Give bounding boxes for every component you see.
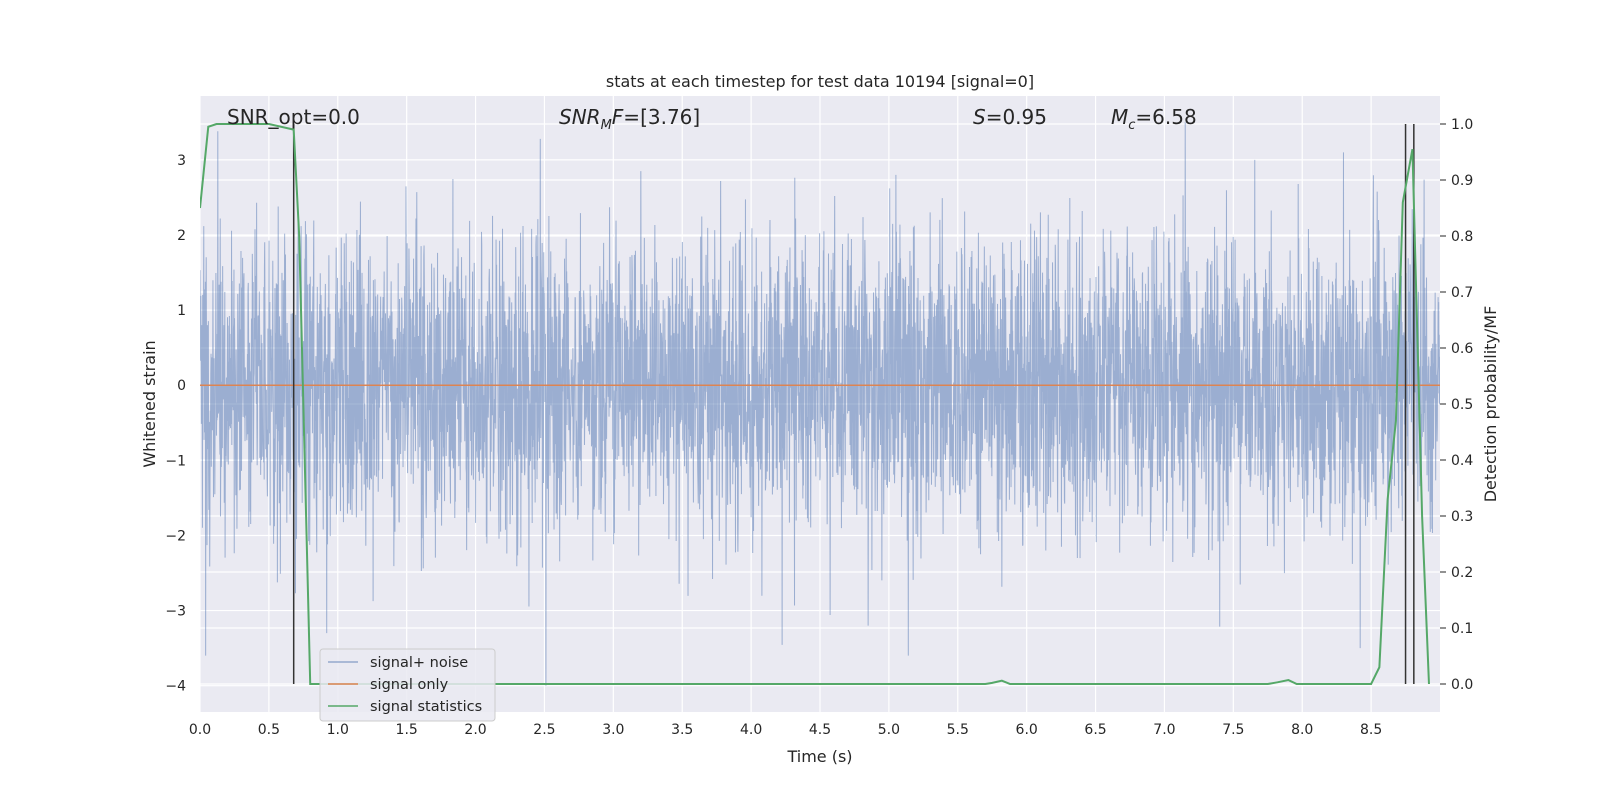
x-tick-label: 0.5 <box>258 722 280 738</box>
y-tick-label: 3 <box>177 153 186 169</box>
annotation-snr-opt: SNR_opt=0.0 <box>227 105 360 129</box>
x-tick-label: 8.0 <box>1291 722 1313 738</box>
y2-tick-label: 1.0 <box>1451 117 1473 133</box>
x-tick-label: 0.0 <box>189 722 211 738</box>
y2-tick-label: 0.7 <box>1451 285 1473 301</box>
annotation-snr-mf-value: [3.76] <box>640 105 700 129</box>
y2-tick-label: 0.3 <box>1451 509 1473 525</box>
y2-tick-label: 0.0 <box>1451 677 1473 693</box>
x-tick-label: 6.0 <box>1016 722 1038 738</box>
y2-axis-label: Detection probability/MF <box>1481 306 1500 503</box>
x-tick-label: 7.5 <box>1222 722 1244 738</box>
x-tick-label: 4.0 <box>740 722 762 738</box>
legend-label-signal-statistics: signal statistics <box>370 699 482 715</box>
annotation-s-value: =0.95 <box>986 105 1047 129</box>
y2-tick-label: 0.9 <box>1451 173 1473 189</box>
x-tick-label: 7.0 <box>1153 722 1175 738</box>
x-tick-label: 2.0 <box>464 722 486 738</box>
annotation-snr-mf: SNRMF=[3.76] <box>559 105 700 133</box>
x-tick-label: 3.0 <box>602 722 624 738</box>
annotation-s: S=0.95 <box>973 105 1047 129</box>
y2-tick-label: 0.4 <box>1451 453 1473 469</box>
y-tick-label: −3 <box>165 604 186 620</box>
legend-label-signal-only: signal only <box>370 677 449 693</box>
x-tick-label: 8.5 <box>1360 722 1382 738</box>
y2-tick-label: 0.2 <box>1451 565 1473 581</box>
legend: signal+ noise signal only signal statist… <box>319 648 496 722</box>
series-signal-statistics <box>200 123 1430 685</box>
y-axis-label: Whitened strain <box>140 340 159 467</box>
x-tick-label: 1.0 <box>327 722 349 738</box>
y-tick-label: −1 <box>165 453 186 469</box>
series-layer <box>200 122 1440 686</box>
tick-labels: 0.0 0.5 1.0 1.5 2.0 2.5 3.0 3.5 4.0 4.5 5.0 5.5 6.0 6… <box>165 117 1473 738</box>
y2-tick-label: 0.8 <box>1451 229 1473 245</box>
y-tick-label: −2 <box>165 528 186 544</box>
y2-tick-label: 0.5 <box>1451 397 1473 413</box>
x-axis-label: Time (s) <box>786 747 852 766</box>
legend-box <box>319 648 496 722</box>
x-tick-label: 2.5 <box>533 722 555 738</box>
x-tick-label: 1.5 <box>396 722 418 738</box>
y2-tick-label: 0.1 <box>1451 621 1473 637</box>
y-tick-label: 2 <box>177 228 186 244</box>
y-tick-label: 0 <box>177 378 186 394</box>
series-signal-noise <box>200 122 1440 686</box>
legend-label-signal-noise: signal+ noise <box>370 655 468 671</box>
y-tick-label: 1 <box>177 303 186 319</box>
annotation-mc: Mc=6.58 <box>1111 105 1197 133</box>
x-tick-label: 6.5 <box>1084 722 1106 738</box>
x-tick-label: 5.5 <box>947 722 969 738</box>
annotation-mc-value: =6.58 <box>1135 105 1196 129</box>
y2-tick-label: 0.6 <box>1451 341 1473 357</box>
x-tick-label: 3.5 <box>671 722 693 738</box>
x-tick-label: 4.5 <box>809 722 831 738</box>
chart-title: stats at each timestep for test data 101… <box>606 72 1034 91</box>
x-tick-label: 5.0 <box>878 722 900 738</box>
y-tick-label: −4 <box>165 679 186 695</box>
